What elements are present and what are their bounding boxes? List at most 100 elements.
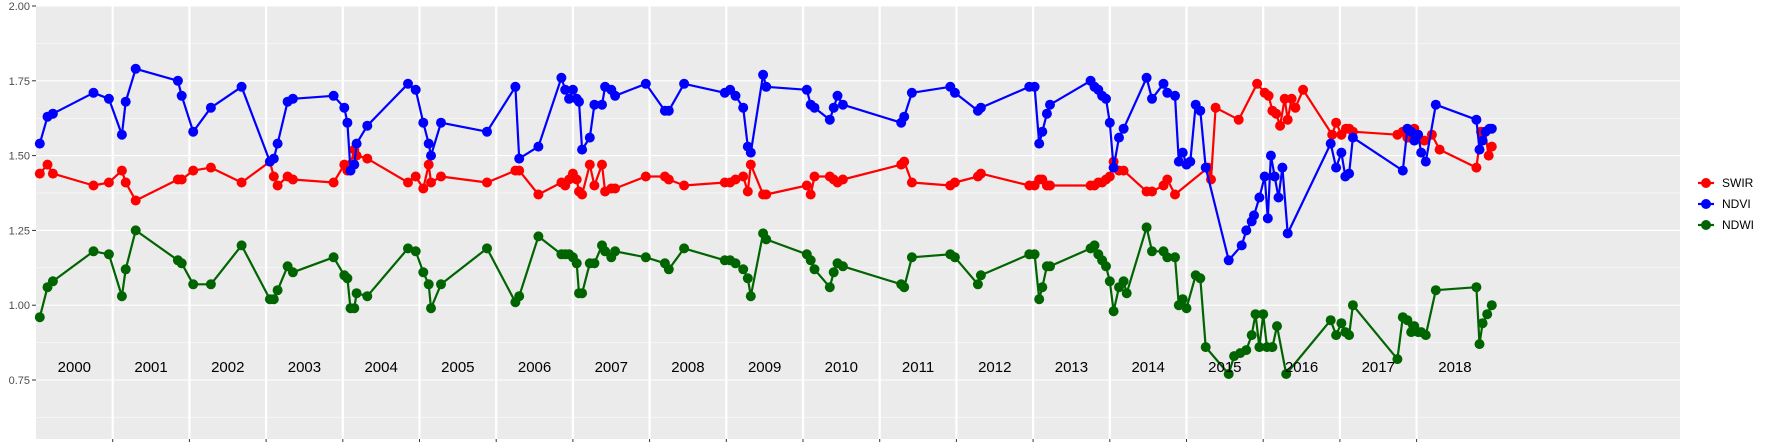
year-label: 2008 — [671, 359, 704, 376]
data-point-ndwi — [1104, 276, 1115, 287]
data-point-ndwi — [1223, 369, 1234, 379]
data-point-swir — [738, 171, 749, 182]
data-point-ndvi — [1471, 114, 1482, 125]
data-point-ndwi — [1121, 288, 1132, 299]
data-point-swir — [1327, 129, 1338, 140]
data-point-ndwi — [1471, 282, 1482, 293]
year-label: 2000 — [58, 359, 91, 376]
data-point-ndvi — [176, 90, 187, 101]
data-point-ndvi — [738, 102, 749, 113]
data-point-swir — [42, 159, 53, 170]
data-point-ndvi — [824, 114, 835, 125]
data-point-ndwi — [120, 264, 131, 275]
data-point-swir — [533, 189, 544, 200]
data-point-ndwi — [730, 258, 741, 269]
data-point-ndwi — [1325, 315, 1336, 326]
data-point-ndwi — [103, 249, 114, 260]
data-point-ndvi — [584, 132, 595, 143]
data-point-ndvi — [1108, 162, 1119, 173]
data-point-swir — [1419, 135, 1430, 146]
data-point-ndvi — [1416, 147, 1427, 158]
data-point-ndwi — [1089, 240, 1100, 251]
data-point-ndwi — [130, 225, 141, 236]
data-point-ndvi — [1254, 192, 1265, 203]
data-point-ndwi — [1181, 303, 1192, 314]
data-point-swir — [1170, 189, 1180, 200]
data-point-ndwi — [1344, 330, 1355, 341]
data-point-ndwi — [1250, 309, 1261, 320]
grid-layer — [36, 5, 1680, 439]
data-point-ndvi — [1223, 255, 1234, 266]
data-point-swir — [1162, 174, 1173, 185]
data-point-swir — [328, 177, 339, 188]
data-point-ndwi — [1200, 342, 1211, 353]
y-tick-label: 1.50 — [9, 151, 30, 163]
data-point-ndwi — [426, 303, 436, 314]
data-point-ndwi — [482, 243, 492, 254]
data-point-swir — [103, 177, 114, 188]
year-label: 2001 — [134, 359, 167, 376]
data-point-ndwi — [1331, 330, 1342, 341]
data-point-swir — [130, 195, 141, 206]
data-point-ndwi — [1170, 252, 1180, 263]
data-point-ndvi — [1037, 126, 1048, 137]
data-point-ndvi — [832, 90, 843, 101]
data-point-swir — [88, 180, 99, 191]
data-point-ndwi — [116, 291, 127, 302]
data-point-ndvi — [1101, 93, 1111, 104]
data-point-ndvi — [1325, 138, 1336, 149]
data-point-ndvi — [342, 117, 353, 128]
data-point-ndwi — [1045, 261, 1055, 272]
data-point-ndvi — [436, 117, 446, 128]
data-point-ndvi — [103, 93, 114, 104]
data-point-swir — [1147, 186, 1157, 197]
year-label: 2015 — [1208, 359, 1241, 376]
legend-label-ndvi: NDVI — [1722, 197, 1751, 211]
data-point-ndvi — [1104, 117, 1115, 128]
data-point-ndvi — [1413, 129, 1424, 140]
data-point-swir — [571, 174, 582, 185]
data-point-ndwi — [1347, 300, 1358, 311]
data-point-ndwi — [1392, 354, 1403, 365]
data-point-ndvi — [410, 84, 421, 95]
data-point-ndwi — [1029, 249, 1040, 260]
data-point-ndvi — [679, 78, 690, 89]
y-tick-label: 1.25 — [9, 225, 30, 237]
data-point-swir — [837, 174, 848, 185]
data-point-ndvi — [1173, 156, 1184, 167]
data-point-ndvi — [34, 138, 45, 149]
data-point-ndvi — [975, 102, 986, 113]
data-point-ndvi — [1241, 225, 1252, 236]
year-label: 2004 — [364, 359, 397, 376]
data-point-ndwi — [1177, 294, 1188, 305]
year-label: 2018 — [1438, 359, 1471, 376]
data-point-ndvi — [120, 96, 131, 107]
data-point-ndwi — [679, 243, 690, 254]
data-point-ndwi — [600, 246, 611, 257]
data-point-swir — [1252, 78, 1263, 89]
data-point-swir — [640, 171, 651, 182]
data-point-ndwi — [362, 291, 373, 302]
data-point-ndwi — [1195, 273, 1206, 284]
data-point-ndvi — [339, 102, 350, 113]
data-point-swir — [1104, 171, 1115, 182]
data-point-ndvi — [533, 141, 544, 152]
data-point-swir — [597, 159, 607, 170]
data-point-ndvi — [1259, 171, 1270, 182]
data-point-ndvi — [1141, 72, 1152, 83]
data-point-ndvi — [1486, 123, 1497, 134]
data-point-ndwi — [1101, 261, 1111, 272]
y-tick-label: 0.75 — [9, 375, 30, 387]
data-point-ndwi — [828, 267, 839, 278]
data-point-ndwi — [34, 312, 45, 323]
data-point-ndvi — [560, 84, 571, 95]
series-ndwi — [34, 222, 1497, 379]
data-point-swir — [1282, 114, 1293, 125]
data-point-swir — [801, 180, 812, 191]
y-tick-label: 1.00 — [9, 300, 30, 312]
series-layer — [34, 63, 1497, 379]
data-point-ndwi — [1272, 321, 1282, 332]
data-point-ndvi — [1249, 210, 1259, 221]
data-point-ndwi — [1482, 309, 1493, 320]
data-point-ndvi — [556, 72, 567, 83]
